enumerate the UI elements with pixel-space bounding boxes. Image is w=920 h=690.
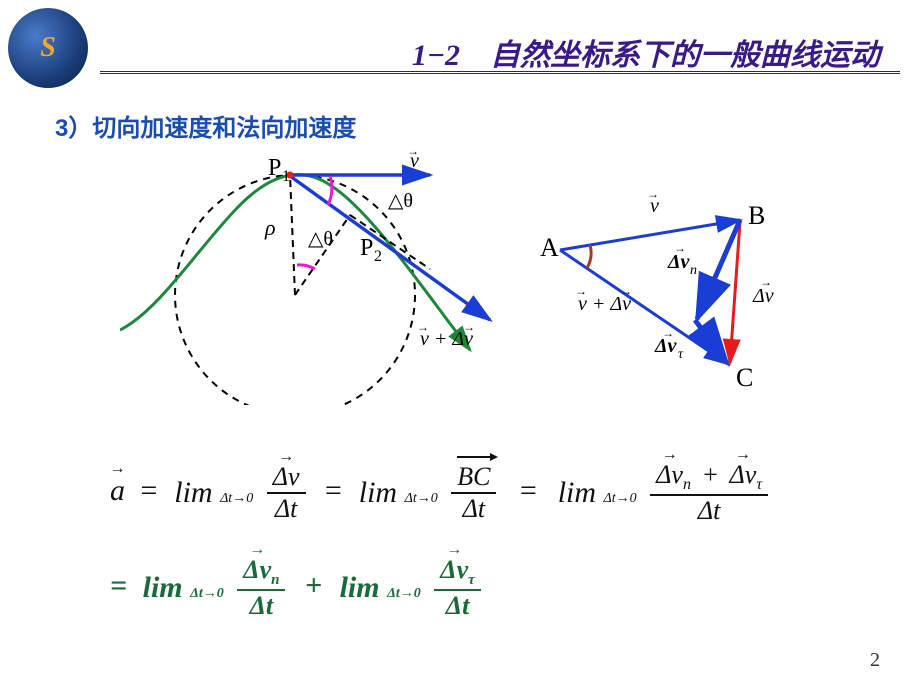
svg-text:→: →: [407, 145, 419, 158]
page-number: 2: [870, 649, 880, 672]
equals-sign-4: =: [110, 569, 127, 602]
title-underline: [100, 70, 900, 74]
symbol-a: a: [110, 474, 125, 508]
lim-5: lim Δt→0: [340, 571, 421, 605]
university-logo: S: [8, 8, 88, 88]
logo-letter: S: [40, 32, 56, 64]
svg-text:P: P: [360, 235, 373, 261]
svg-text:P: P: [268, 155, 281, 181]
svg-text:→: →: [575, 284, 587, 298]
lim-4: lim Δt→0: [143, 571, 224, 605]
svg-text:1: 1: [282, 168, 290, 185]
frac-dvt-dt: Δvτ Δt: [434, 555, 481, 621]
svg-text:→: →: [417, 320, 429, 334]
svg-text:→: →: [674, 241, 686, 255]
plus-sign: +: [305, 569, 322, 602]
svg-text:n: n: [690, 263, 697, 278]
frac-sum-dt: Δvn + Δvτ Δt: [650, 460, 768, 526]
svg-text:A: A: [540, 233, 559, 262]
svg-text:ρ: ρ: [264, 215, 276, 240]
lim-2: lim Δt→0: [359, 476, 438, 510]
svg-text:B: B: [748, 201, 765, 230]
lim-3: lim Δt→0: [558, 476, 637, 510]
svg-text:△θ: △θ: [308, 228, 333, 250]
equation-line-1: a = lim Δt→0 Δv Δt = lim Δt→0 BC Δt = li…: [110, 460, 772, 526]
svg-text:→: →: [760, 275, 772, 289]
velocity-triangle-diagram: A B C v → Δv n → Δv τ → Δv → v + Δv → →: [540, 190, 800, 390]
svg-text:→: →: [463, 320, 475, 334]
svg-text:2: 2: [374, 248, 382, 265]
svg-text:△θ: △θ: [388, 190, 413, 212]
section-subtitle: 3）切向加速度和法向加速度: [55, 108, 356, 143]
frac-dvn-dt: Δvn Δt: [237, 555, 285, 621]
svg-text:→: →: [647, 190, 659, 201]
frac-bc-dt: BC Δt: [451, 462, 496, 524]
equation-line-2: = lim Δt→0 Δvn Δt + lim Δt→0 Δvτ Δt: [110, 555, 485, 621]
svg-text:→: →: [662, 326, 674, 340]
curve-diagram: P1 P2 ρ △θ △θ v → v + Δv → →: [120, 145, 510, 405]
svg-text:C: C: [736, 363, 753, 390]
page-title: 1−2 自然坐标系下的一般曲线运动: [412, 30, 880, 74]
lim-1: lim Δt→0: [174, 476, 253, 510]
frac-dv-dt: Δv Δt: [267, 462, 306, 524]
svg-text:→: →: [620, 284, 632, 298]
svg-text:τ: τ: [678, 347, 684, 362]
equals-sign-2: =: [323, 474, 343, 507]
equals-sign: =: [139, 474, 159, 507]
equals-sign-3: =: [518, 474, 538, 507]
